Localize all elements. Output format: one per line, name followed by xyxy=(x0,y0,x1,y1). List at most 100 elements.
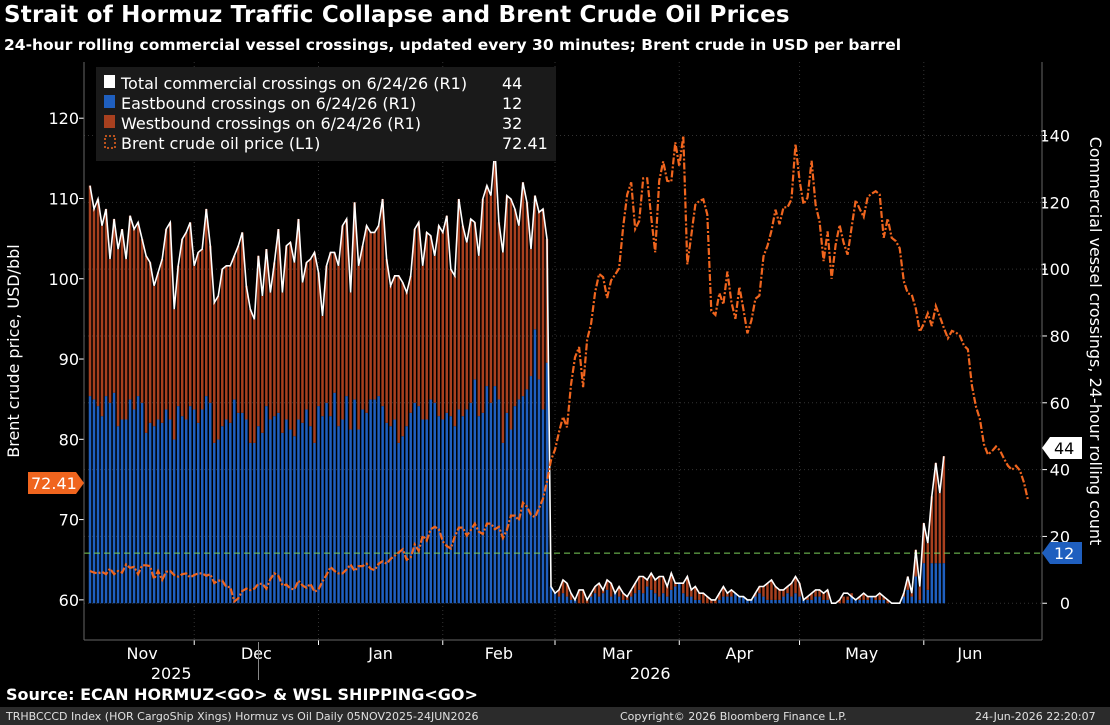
eastbound-bar xyxy=(734,593,737,604)
westbound-bar xyxy=(505,195,509,413)
chart-subtitle: 24-hour rolling commercial vessel crossi… xyxy=(4,36,902,54)
westbound-bar xyxy=(521,182,525,397)
eastbound-bar xyxy=(613,593,617,604)
left-tick-label: 80 xyxy=(59,430,79,449)
westbound-bar xyxy=(449,269,453,417)
eastbound-bar xyxy=(533,329,537,604)
legend-label-westbound: Westbound crossings on 6/24/26 (R1) xyxy=(121,114,421,133)
eastbound-bar xyxy=(369,399,372,604)
westbound-bar xyxy=(140,239,144,403)
westbound-bar xyxy=(361,245,364,410)
westbound-bar xyxy=(874,596,877,600)
month-label: Mar xyxy=(602,644,633,663)
eastbound-bar xyxy=(722,596,725,604)
westbound-bar xyxy=(349,292,352,430)
westbound-bar xyxy=(702,593,705,604)
eastbound-bar xyxy=(942,563,946,604)
westbound-bar xyxy=(581,589,585,604)
eastbound-bar xyxy=(726,596,729,604)
westbound-bar xyxy=(674,583,677,587)
westbound-bar xyxy=(766,583,769,600)
legend[interactable]: Total commercial crossings on 6/24/26 (R… xyxy=(96,67,556,161)
eastbound-bar xyxy=(152,426,156,604)
y-axis-right-label: Commercial vessel crossings, 24-hour rol… xyxy=(1086,137,1105,546)
westbound-bar xyxy=(645,579,649,587)
westbound-bar xyxy=(100,225,104,417)
westbound-bar xyxy=(445,215,449,413)
eastbound-bar xyxy=(128,399,132,604)
eastbound-bar xyxy=(305,409,308,604)
westbound-bar xyxy=(233,255,236,400)
eastbound-bar xyxy=(810,599,813,604)
westbound-bar xyxy=(357,265,360,430)
eastbound-bar xyxy=(686,596,689,604)
westbound-bar xyxy=(373,232,376,400)
footer-bar: TRHBCCCD Index (HOR CargoShip Xings) Hor… xyxy=(0,707,1110,725)
eastbound-bar xyxy=(265,406,268,604)
eastbound-bar xyxy=(192,409,196,604)
right-tick-label: 80 xyxy=(1050,327,1070,346)
eastbound-bar xyxy=(409,412,412,604)
eastbound-bar xyxy=(649,589,653,604)
eastbound-bar xyxy=(489,402,493,604)
westbound-bar xyxy=(144,255,148,433)
right-tick-label: 0 xyxy=(1060,594,1070,613)
westbound-bar xyxy=(225,265,228,420)
eastbound-bar xyxy=(750,599,753,604)
westbound-bar xyxy=(657,576,661,597)
westbound-bar xyxy=(489,195,493,403)
left-tick-label: 120 xyxy=(48,109,79,128)
footer-ticker: TRHBCCCD Index (HOR CargoShip Xings) Hor… xyxy=(6,710,479,723)
eastbound-bar xyxy=(629,596,633,604)
eastbound-bar xyxy=(421,419,424,604)
westbound-bar xyxy=(221,269,224,427)
eastbound-bar xyxy=(541,409,545,604)
series-lines xyxy=(84,135,1042,605)
westbound-bar xyxy=(469,219,473,403)
westbound-bar xyxy=(577,589,581,604)
eastbound-bar xyxy=(217,439,220,604)
westbound-bar xyxy=(245,285,248,420)
eastbound-bar xyxy=(321,416,324,604)
legend-value-eastbound: 12 xyxy=(502,94,522,113)
left-tick-label: 100 xyxy=(48,270,79,289)
westbound-bar xyxy=(437,225,440,417)
footer-copyright: Copyright© 2026 Bloomberg Finance L.P. xyxy=(620,710,847,723)
eastbound-bar xyxy=(597,596,601,604)
eastbound-bar xyxy=(497,399,501,604)
eastbound-bar xyxy=(389,426,392,604)
eastbound-last-value-callout xyxy=(1042,542,1082,564)
eastbound-bar xyxy=(116,426,120,604)
westbound-bar xyxy=(213,302,216,443)
eastbound-bar xyxy=(205,396,208,604)
eastbound-bar xyxy=(317,406,320,604)
westbound-bar xyxy=(493,148,497,387)
westbound-bar xyxy=(942,456,946,564)
eastbound-bar xyxy=(108,402,112,604)
eastbound-bar xyxy=(545,362,549,604)
westbound-bar xyxy=(152,285,156,427)
eastbound-bar xyxy=(493,386,497,604)
eastbound-bar xyxy=(297,419,300,604)
westbound-bar xyxy=(593,586,597,594)
eastbound-bar xyxy=(553,593,557,604)
westbound-bar xyxy=(365,225,368,413)
eastbound-bar xyxy=(730,596,733,604)
eastbound-bar xyxy=(537,379,541,604)
westbound-bar xyxy=(136,222,140,397)
legend-label-eastbound: Eastbound crossings on 6/24/26 (R1) xyxy=(121,94,416,113)
westbound-bar xyxy=(397,275,400,443)
eastbound-bar xyxy=(529,376,533,604)
eastbound-bar xyxy=(922,563,926,604)
eastbound-bar xyxy=(104,396,108,604)
eastbound-bar xyxy=(180,416,184,604)
westbound-bar xyxy=(249,309,252,443)
eastbound-bar xyxy=(633,593,637,604)
westbound-bar xyxy=(774,586,777,600)
eastbound-bar xyxy=(678,583,681,604)
westbound-bar xyxy=(501,252,505,443)
eastbound-bar xyxy=(694,599,697,604)
eastbound-bar xyxy=(437,416,440,604)
westbound-bar xyxy=(337,265,340,427)
westbound-bar xyxy=(217,295,220,440)
